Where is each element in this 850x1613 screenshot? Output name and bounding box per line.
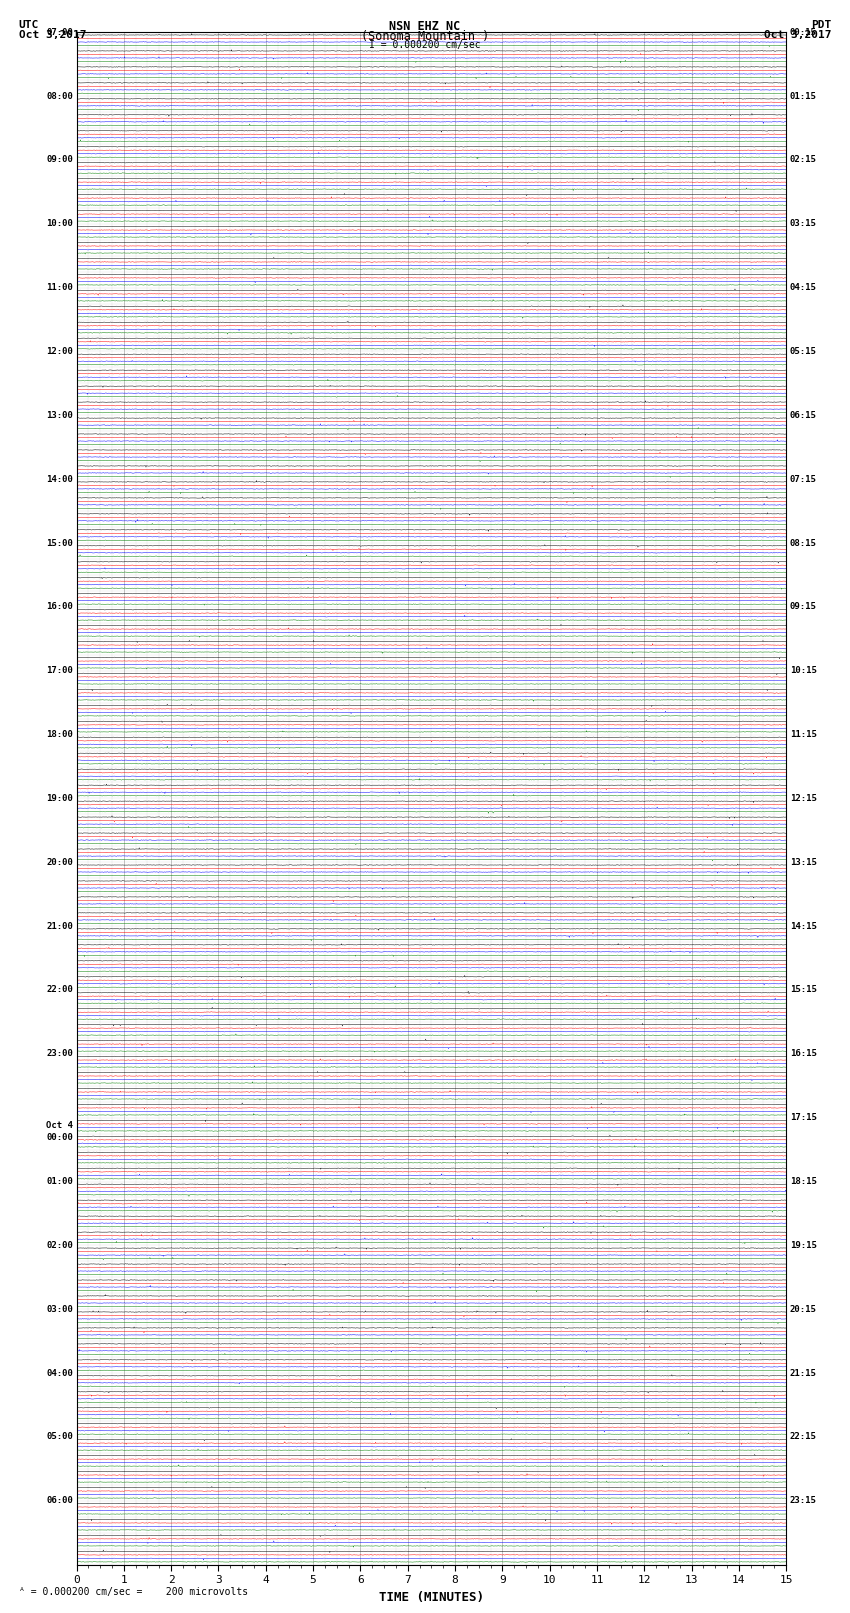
Text: 10:00: 10:00 <box>46 219 73 229</box>
Text: 08:00: 08:00 <box>46 92 73 100</box>
Text: UTC: UTC <box>19 19 39 31</box>
Text: Oct 3,2017: Oct 3,2017 <box>764 31 831 40</box>
Text: 15:00: 15:00 <box>46 539 73 547</box>
Text: 09:00: 09:00 <box>46 155 73 165</box>
Text: 12:00: 12:00 <box>46 347 73 356</box>
Text: 11:00: 11:00 <box>46 284 73 292</box>
Text: 12:15: 12:15 <box>790 794 817 803</box>
Text: NSN EHZ NC: NSN EHZ NC <box>389 19 461 34</box>
Text: 04:00: 04:00 <box>46 1368 73 1378</box>
Text: Oct 4: Oct 4 <box>46 1121 73 1129</box>
Text: I = 0.000200 cm/sec: I = 0.000200 cm/sec <box>369 39 481 50</box>
Text: 16:15: 16:15 <box>790 1050 817 1058</box>
Text: 15:15: 15:15 <box>790 986 817 995</box>
Text: 08:15: 08:15 <box>790 539 817 547</box>
Text: 10:15: 10:15 <box>790 666 817 676</box>
Text: 23:00: 23:00 <box>46 1050 73 1058</box>
Text: 20:00: 20:00 <box>46 858 73 866</box>
Text: 18:15: 18:15 <box>790 1177 817 1186</box>
Text: 05:15: 05:15 <box>790 347 817 356</box>
Text: 05:00: 05:00 <box>46 1432 73 1442</box>
Text: 07:15: 07:15 <box>790 474 817 484</box>
Text: 02:00: 02:00 <box>46 1240 73 1250</box>
Text: 09:15: 09:15 <box>790 602 817 611</box>
Text: 14:00: 14:00 <box>46 474 73 484</box>
Text: 21:15: 21:15 <box>790 1368 817 1378</box>
Text: 13:15: 13:15 <box>790 858 817 866</box>
Text: 23:15: 23:15 <box>790 1497 817 1505</box>
Text: (Sonoma Mountain ): (Sonoma Mountain ) <box>361 31 489 44</box>
Text: 02:15: 02:15 <box>790 155 817 165</box>
Text: 00:00: 00:00 <box>46 1132 73 1142</box>
Text: 04:15: 04:15 <box>790 284 817 292</box>
Text: PDT: PDT <box>811 19 831 31</box>
Text: 03:00: 03:00 <box>46 1305 73 1313</box>
Text: 07:00: 07:00 <box>46 27 73 37</box>
Text: 17:15: 17:15 <box>790 1113 817 1123</box>
Text: 06:15: 06:15 <box>790 411 817 419</box>
Text: Oct 3,2017: Oct 3,2017 <box>19 31 86 40</box>
Text: 20:15: 20:15 <box>790 1305 817 1313</box>
Text: 19:00: 19:00 <box>46 794 73 803</box>
Text: ᴬ = 0.000200 cm/sec =    200 microvolts: ᴬ = 0.000200 cm/sec = 200 microvolts <box>19 1587 248 1597</box>
Text: 22:15: 22:15 <box>790 1432 817 1442</box>
Text: 00:15: 00:15 <box>790 27 817 37</box>
Text: 19:15: 19:15 <box>790 1240 817 1250</box>
Text: 14:15: 14:15 <box>790 921 817 931</box>
X-axis label: TIME (MINUTES): TIME (MINUTES) <box>379 1590 484 1603</box>
Text: 01:15: 01:15 <box>790 92 817 100</box>
Text: 16:00: 16:00 <box>46 602 73 611</box>
Text: 06:00: 06:00 <box>46 1497 73 1505</box>
Text: 18:00: 18:00 <box>46 731 73 739</box>
Text: 03:15: 03:15 <box>790 219 817 229</box>
Text: 21:00: 21:00 <box>46 921 73 931</box>
Text: 17:00: 17:00 <box>46 666 73 676</box>
Text: 13:00: 13:00 <box>46 411 73 419</box>
Text: 01:00: 01:00 <box>46 1177 73 1186</box>
Text: 22:00: 22:00 <box>46 986 73 995</box>
Text: 11:15: 11:15 <box>790 731 817 739</box>
